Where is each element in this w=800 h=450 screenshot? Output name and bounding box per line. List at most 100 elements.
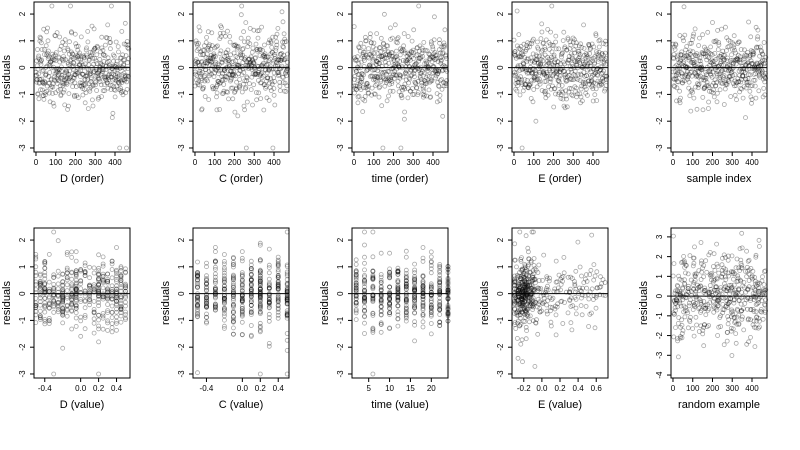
data-point xyxy=(105,22,111,28)
data-point xyxy=(681,4,687,10)
data-point xyxy=(443,81,449,87)
data-point xyxy=(47,59,53,65)
y-tick-label: -1 xyxy=(496,316,505,324)
data-point xyxy=(245,39,251,45)
data-point xyxy=(385,43,391,49)
data-point xyxy=(575,48,581,54)
data-point xyxy=(540,69,546,75)
data-point xyxy=(266,340,272,346)
data-point xyxy=(546,60,552,66)
data-point xyxy=(403,70,409,75)
data-point xyxy=(216,62,222,68)
data-point xyxy=(712,267,718,273)
data-point xyxy=(84,52,89,58)
data-point xyxy=(427,52,433,58)
data-point xyxy=(511,37,517,43)
data-point xyxy=(520,60,526,66)
points xyxy=(670,230,769,360)
data-point xyxy=(358,74,364,80)
data-point xyxy=(538,36,544,41)
data-point xyxy=(250,58,256,64)
data-point xyxy=(67,62,73,68)
data-point xyxy=(279,51,285,56)
data-point xyxy=(285,51,291,57)
data-point xyxy=(392,68,398,74)
data-point xyxy=(394,36,400,42)
data-point xyxy=(98,82,104,88)
data-point xyxy=(72,94,77,99)
data-point xyxy=(76,62,82,68)
data-point xyxy=(356,85,362,90)
data-point xyxy=(395,35,401,41)
data-point xyxy=(398,92,404,98)
data-point xyxy=(387,25,393,31)
data-point xyxy=(357,82,363,88)
data-point xyxy=(41,26,47,32)
x-tick-label: 300 xyxy=(567,158,581,167)
data-point xyxy=(567,46,573,51)
points xyxy=(511,3,610,151)
data-point xyxy=(96,312,101,318)
data-point xyxy=(561,29,567,35)
data-point xyxy=(523,48,528,54)
data-point xyxy=(236,71,242,77)
data-point xyxy=(255,28,261,34)
data-point xyxy=(202,78,208,84)
data-point xyxy=(579,72,584,78)
data-point xyxy=(600,277,606,283)
data-point xyxy=(196,70,202,76)
data-point xyxy=(411,56,416,61)
data-point xyxy=(107,82,113,88)
data-point xyxy=(247,59,253,65)
data-point xyxy=(243,20,249,26)
data-point xyxy=(410,47,416,53)
data-point xyxy=(91,26,97,32)
data-point xyxy=(399,64,405,69)
data-point xyxy=(53,90,58,96)
data-point xyxy=(529,58,535,64)
data-point xyxy=(55,76,61,82)
data-point xyxy=(357,78,363,84)
data-point xyxy=(80,92,86,98)
data-point xyxy=(417,55,422,61)
data-point xyxy=(719,262,725,268)
data-point xyxy=(221,66,227,72)
data-point xyxy=(721,102,727,107)
data-point xyxy=(208,53,214,58)
data-point xyxy=(265,54,271,60)
data-point xyxy=(514,77,520,83)
data-point xyxy=(413,81,419,87)
data-point xyxy=(277,57,283,63)
data-point xyxy=(351,90,357,96)
data-point xyxy=(409,54,414,59)
data-point xyxy=(120,77,126,83)
data-point xyxy=(377,84,383,90)
data-point xyxy=(248,323,254,328)
data-point xyxy=(703,258,709,264)
data-point xyxy=(60,320,66,326)
data-point xyxy=(279,9,285,15)
data-point xyxy=(557,69,563,74)
data-point xyxy=(211,85,217,91)
data-point xyxy=(555,63,560,69)
data-point xyxy=(65,47,71,53)
data-point xyxy=(512,53,518,59)
data-point xyxy=(572,59,578,65)
x-axis-label: E (value) xyxy=(538,399,582,411)
data-point xyxy=(68,79,74,85)
data-point xyxy=(206,73,212,79)
data-point xyxy=(70,75,76,81)
data-point xyxy=(239,319,245,325)
data-point xyxy=(532,60,537,65)
data-point xyxy=(411,71,417,77)
data-point xyxy=(521,64,527,70)
data-point xyxy=(555,66,561,72)
data-point xyxy=(388,37,394,42)
data-point xyxy=(380,53,386,58)
data-point xyxy=(381,41,387,47)
data-point xyxy=(38,62,44,67)
data-point xyxy=(365,66,371,72)
data-point xyxy=(397,52,403,58)
y-tick-label: -2 xyxy=(655,117,664,125)
data-point xyxy=(41,93,46,99)
